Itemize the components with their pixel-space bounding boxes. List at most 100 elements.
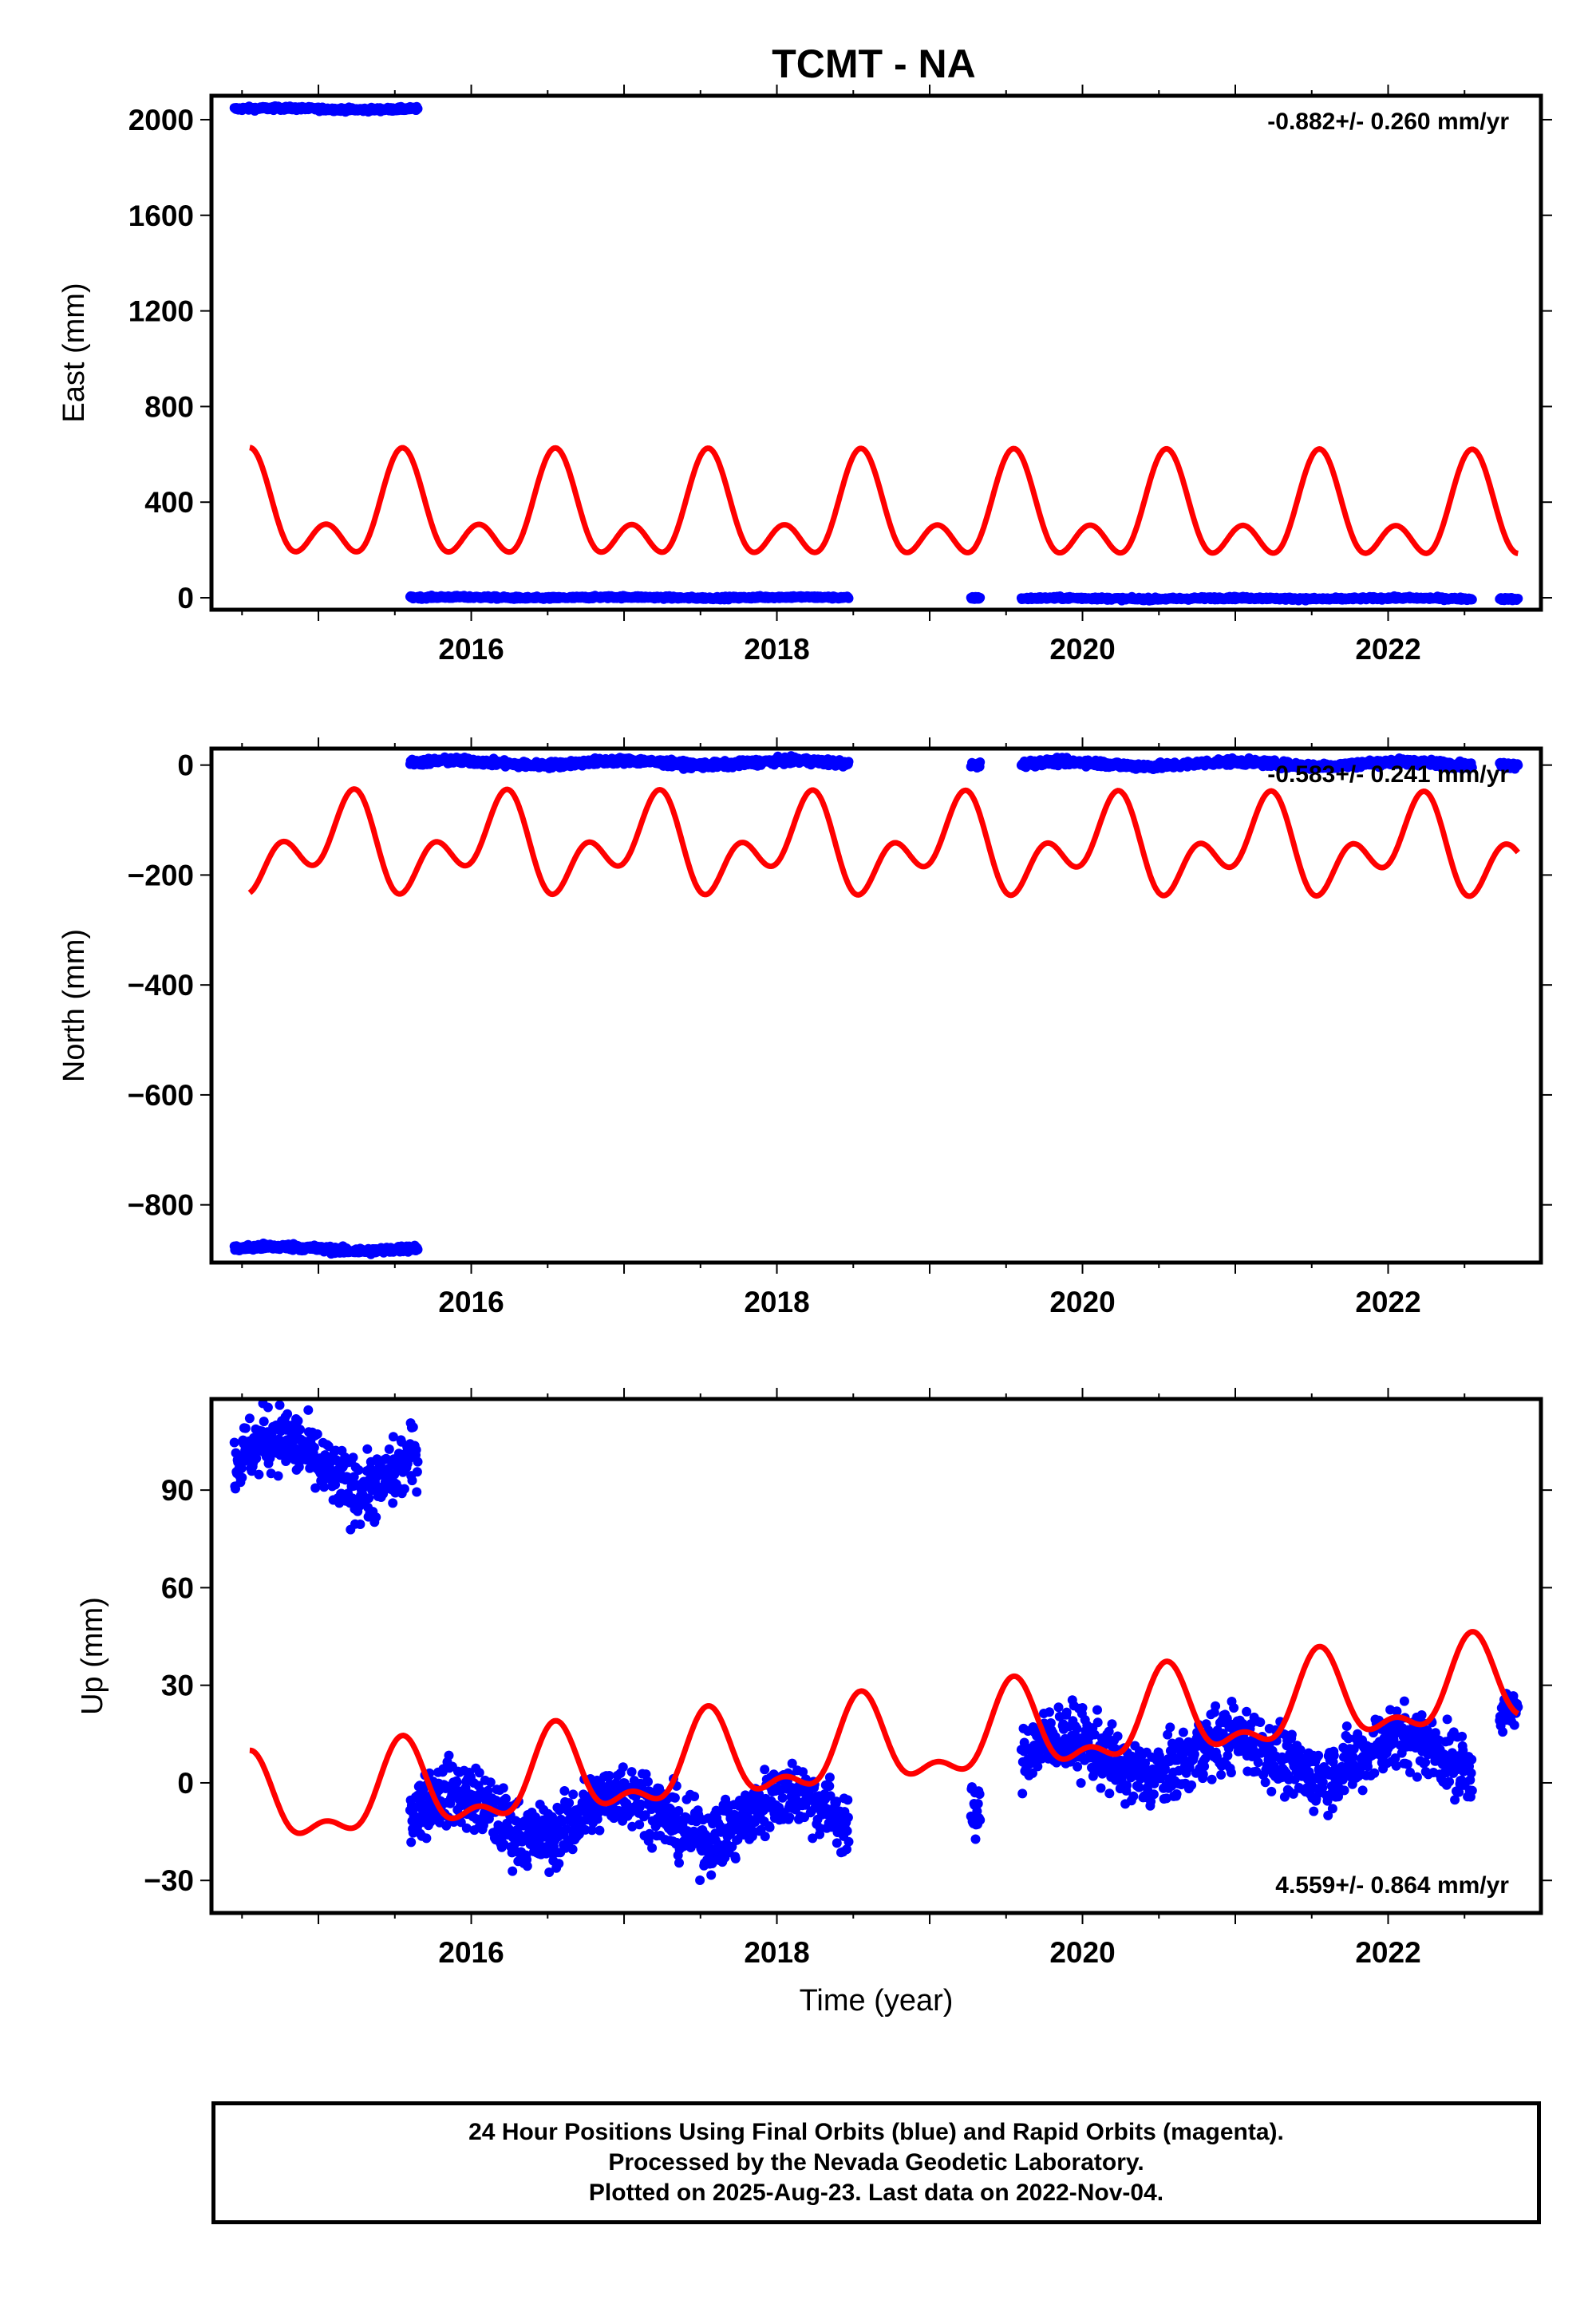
data-point xyxy=(251,1453,262,1464)
data-point xyxy=(319,1482,330,1492)
data-point xyxy=(975,592,986,603)
x-axis-label: Time (year) xyxy=(800,1984,954,2018)
data-point xyxy=(399,1484,409,1494)
data-point xyxy=(294,1462,304,1472)
data-point xyxy=(384,1444,394,1454)
data-point xyxy=(309,1442,319,1452)
x-tick-label: 2022 xyxy=(1355,1936,1420,1969)
data-point xyxy=(229,1437,239,1448)
rate-annotation: -0.583+/- 0.241 mm/yr xyxy=(1267,761,1509,788)
model-curve xyxy=(247,786,1520,899)
data-point xyxy=(293,1416,303,1426)
data-point xyxy=(295,1425,306,1435)
data-point xyxy=(413,1456,423,1467)
data-point xyxy=(349,1472,359,1482)
data-point xyxy=(330,1480,341,1490)
data-point xyxy=(1467,762,1477,773)
data-point xyxy=(843,757,854,767)
data-point xyxy=(282,1409,293,1419)
y-tick-label: 90 xyxy=(161,1474,194,1507)
data-point xyxy=(412,1467,422,1477)
data-point xyxy=(303,1405,314,1415)
y-tick-label: 0 xyxy=(177,1767,194,1800)
rate-annotation: -0.882+/- 0.260 mm/yr xyxy=(1267,109,1509,135)
data-point xyxy=(355,1520,365,1529)
x-tick-label: 2016 xyxy=(438,1286,504,1318)
data-point xyxy=(1513,594,1523,603)
x-tick-label: 2016 xyxy=(438,633,504,666)
data-point xyxy=(354,1465,364,1475)
data-point xyxy=(275,1400,285,1410)
data-point xyxy=(231,1484,240,1494)
y-tick-label: 30 xyxy=(161,1670,194,1702)
data-point xyxy=(237,1472,247,1483)
data-point xyxy=(461,1823,472,1833)
x-tick-label: 2020 xyxy=(1049,1286,1115,1318)
y-tick-label: 0 xyxy=(177,582,194,615)
data-point xyxy=(254,1469,264,1480)
x-tick-label: 2022 xyxy=(1355,633,1420,666)
data-point xyxy=(263,1402,273,1413)
plot-frame xyxy=(209,93,1543,612)
y-axis-label: East (mm) xyxy=(57,283,91,422)
data-point xyxy=(441,1820,452,1831)
data-point xyxy=(362,1444,373,1454)
y-tick-label: −400 xyxy=(128,969,194,1002)
x-tick-label: 2018 xyxy=(744,1286,809,1318)
y-tick-label: −30 xyxy=(144,1864,194,1897)
data-point xyxy=(452,1777,462,1788)
data-point xyxy=(384,1464,394,1474)
data-point xyxy=(406,1837,417,1848)
data-point xyxy=(411,1445,421,1455)
x-tick-label: 2020 xyxy=(1049,633,1115,666)
data-point xyxy=(236,1463,247,1473)
y-tick-label: 400 xyxy=(144,486,194,519)
data-point xyxy=(408,1422,418,1433)
data-point xyxy=(1513,760,1523,770)
data-point xyxy=(240,1423,251,1433)
y-tick-label: 1600 xyxy=(128,200,194,232)
data-point xyxy=(413,1244,423,1255)
panel-north: 2016 2018 2020 2022 −800 −600 −400 −200 0 North (… xyxy=(57,737,1552,1318)
x-tick-label: 2022 xyxy=(1355,1286,1420,1318)
data-point xyxy=(412,1487,422,1497)
y-tick-label: 0 xyxy=(177,749,194,782)
data-points xyxy=(229,751,1523,1259)
data-point xyxy=(312,1429,322,1439)
model-curve xyxy=(249,445,1519,556)
data-point xyxy=(364,1493,374,1504)
data-point xyxy=(265,1453,275,1464)
data-point xyxy=(310,1483,321,1493)
y-axis-label: Up (mm) xyxy=(76,1597,109,1715)
y-tick-label: −600 xyxy=(128,1079,194,1112)
panel-east: 2016 2018 2020 2022 0 400 800 1200 1600 2000 East … xyxy=(57,85,1552,666)
data-points xyxy=(229,1399,1523,1885)
x-tick-label: 2018 xyxy=(744,633,809,666)
data-point xyxy=(388,1432,398,1442)
data-point xyxy=(320,1450,330,1460)
data-point xyxy=(273,1471,283,1481)
data-point xyxy=(259,1417,269,1427)
plot-frame xyxy=(209,746,1543,1265)
y-tick-label: 2000 xyxy=(128,104,194,136)
y-tick-label: −200 xyxy=(128,859,194,891)
x-tick-label: 2016 xyxy=(438,1936,504,1969)
data-point xyxy=(421,1833,432,1844)
data-point xyxy=(975,757,986,767)
y-tick-label: 800 xyxy=(144,390,194,423)
data-point xyxy=(407,1476,417,1486)
data-point xyxy=(348,1452,358,1463)
data-point xyxy=(843,593,854,603)
y-tick-label: −800 xyxy=(128,1189,194,1222)
figure-title: TCMT - NA xyxy=(772,41,976,86)
y-axis-label: North (mm) xyxy=(57,929,91,1082)
data-point xyxy=(413,104,423,114)
y-tick-label: 60 xyxy=(161,1571,194,1604)
y-tick-label: 1200 xyxy=(128,295,194,328)
data-points xyxy=(229,101,1523,606)
data-point xyxy=(371,1512,381,1523)
data-point xyxy=(444,1750,454,1761)
x-tick-label: 2018 xyxy=(744,1936,809,1969)
